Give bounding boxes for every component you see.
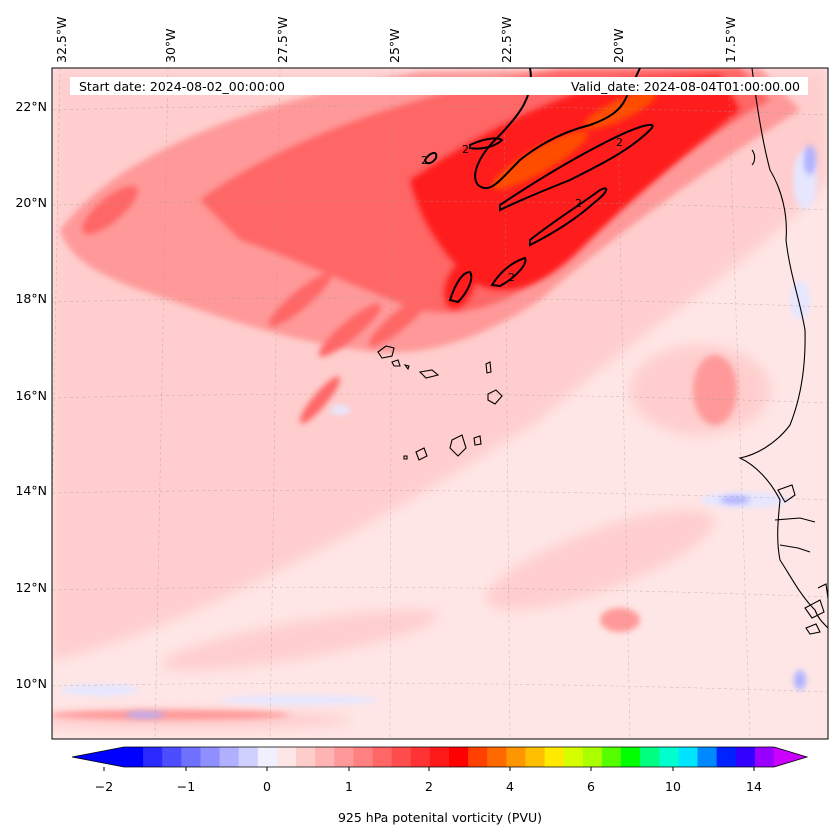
pv-field-blue [125,145,816,718]
colorbar-segment [506,747,527,767]
lon-label-25w: 25°W [387,28,402,63]
colorbar-segment [219,747,240,767]
lat-label-22n: 22°N [15,99,47,114]
colorbar-outline [71,746,809,768]
colorbar-over-arrow [774,747,807,767]
colorbar-segment [640,747,660,767]
lon-label-20w: 20°W [611,28,626,63]
latitude-labels: 22°N 20°N 18°N 16°N 14°N 12°N 10°N [15,99,47,691]
map-frame [51,67,829,740]
colorbar-segment [678,747,699,767]
colorbar-segment [276,747,297,767]
colorbar-segment [143,747,163,767]
colorbar-segment [296,747,316,767]
valid-date-label: Valid_date: 2024-08-04T01:00:00.00 [571,79,800,94]
colorbar-segment [410,747,431,767]
cbar-tick-6: 6 [587,779,595,794]
lat-label-12n: 12°N [15,580,47,595]
colorbar-segment [544,747,565,767]
contour-label-4: 2 [508,271,515,284]
colorbar-segment [391,747,412,767]
lon-label-32-5w: 32.5°W [54,17,69,63]
colorbar-segment [353,747,374,767]
cbar-tick-2: 2 [425,779,433,794]
colorbar-segment [582,747,603,767]
colorbar-segment [716,747,737,767]
pv-contours [423,68,654,304]
cbar-tick-neg1: −1 [177,779,195,794]
cbar-tick-4: 4 [506,779,514,794]
colorbar-segment [621,747,641,767]
colorbar-segment [162,747,182,767]
lon-label-17-5w: 17.5°W [723,17,738,63]
africa-coastline [738,68,828,635]
colorbar-segment [754,747,775,767]
date-banner [70,77,808,95]
contour-label-5: 2 [421,154,428,167]
colorbar-segment [525,747,546,767]
contour-label-3: 2 [575,197,582,210]
colorbar-segment [601,747,622,767]
colorbar-segment [334,747,355,767]
lat-label-20n: 20°N [15,195,47,210]
colorbar-segment [429,747,450,767]
lon-label-27-5w: 27.5°W [275,17,290,63]
lat-label-18n: 18°N [15,291,47,306]
cbar-tick-14: 14 [746,779,762,794]
colorbar-segment [659,747,680,767]
colorbar-label: 925 hPa potenital vorticity (PVU) [338,810,542,825]
colorbar-segment [468,747,488,767]
map-panel: 2 2 2 2 2 [52,68,828,739]
colorbar-segment [315,747,335,767]
cbar-tick-neg2: −2 [95,779,113,794]
contour-label-2: 2 [616,136,623,149]
colorbar [71,746,809,771]
cape-verde-islands [377,345,503,461]
cbar-tick-0: 0 [263,779,271,794]
lon-label-22-5w: 22.5°W [499,17,514,63]
colorbar-segment [200,747,221,767]
pv-contour-labels: 2 2 2 2 2 [421,136,623,284]
colorbar-segment [449,747,469,767]
cbar-tick-1: 1 [345,779,353,794]
colorbar-under-arrow [72,747,124,767]
colorbar-segment [735,747,756,767]
colorbar-segment [257,747,278,767]
colorbar-segment [487,747,507,767]
start-date-label: Start date: 2024-08-02_00:00:00 [79,79,285,94]
colorbar-segment [372,747,393,767]
contour-label-1: 2 [462,143,469,156]
longitude-labels: 32.5°W 30°W 27.5°W 25°W 22.5°W 20°W 17.5… [54,17,738,63]
colorbar-segment [181,747,202,767]
colorbar-ticks: −2 −1 0 1 2 4 6 10 14 [95,779,762,794]
colorbar-segment [238,747,259,767]
lat-label-16n: 16°N [15,388,47,403]
colorbar-segment [124,747,144,767]
cbar-tick-10: 10 [665,779,681,794]
colorbar-segment [697,747,718,767]
lat-label-14n: 14°N [15,483,47,498]
lon-label-30w: 30°W [163,28,178,63]
lat-label-10n: 10°N [15,676,47,691]
graticule [52,68,828,739]
colorbar-segment [563,747,584,767]
